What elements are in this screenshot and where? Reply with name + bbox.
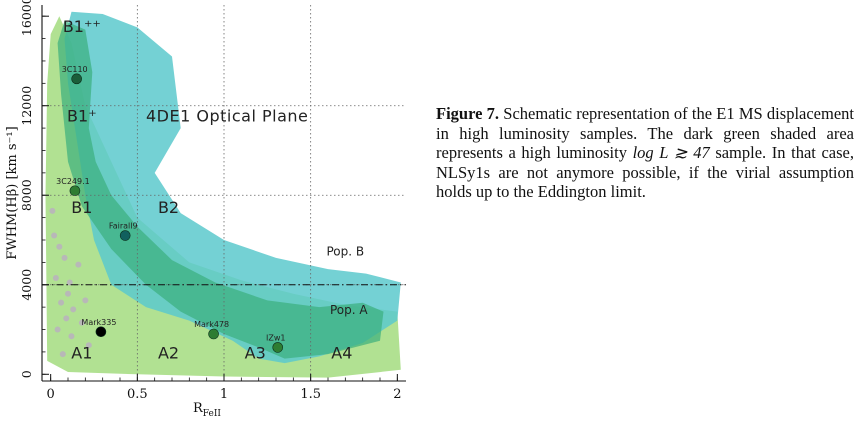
sample-point <box>68 333 75 340</box>
sample-point <box>54 326 61 333</box>
region-label: A1 <box>71 344 92 363</box>
caption-text-before: Schematic representation of the E1 MS di… <box>436 104 854 163</box>
region-label: B1⁺⁺ <box>63 17 101 36</box>
y-tick-label: 4000 <box>19 269 34 301</box>
x-tick-label: 1.5 <box>300 387 321 402</box>
x-tick-label: 0.5 <box>127 387 148 402</box>
plot-title: 4DE1 Optical Plane <box>146 106 308 125</box>
caption-text-after: sample. In that case, NLSy1s are not any… <box>436 143 855 202</box>
y-axis-label: FWHM(Hβ) [km s⁻¹] <box>5 126 20 259</box>
sample-point <box>78 319 85 326</box>
sample-point <box>66 279 73 286</box>
region-label: B1 <box>71 198 92 217</box>
sample-point <box>85 342 92 349</box>
x-tick-label: 1 <box>220 387 228 402</box>
x-axis-label-sub: FeII <box>203 409 222 419</box>
region-label: A4 <box>331 344 352 363</box>
x-axis-label: RFeII <box>193 401 221 419</box>
sample-point <box>58 299 65 306</box>
sample-point <box>59 351 66 358</box>
sample-point <box>61 254 68 261</box>
caption-math: log L ≳ 47 <box>632 143 710 163</box>
region-label: B2 <box>158 198 179 217</box>
object-label: 3C110 <box>62 65 88 74</box>
sample-point <box>51 232 58 239</box>
high-luminosity-area <box>57 20 384 359</box>
x-tick-label: 0 <box>47 387 55 402</box>
object-label: Mark335 <box>81 318 116 327</box>
sample-point <box>70 306 77 313</box>
sample-point <box>65 290 71 297</box>
region-label: Pop. A <box>330 303 368 317</box>
object-marker <box>95 326 107 338</box>
y-tick-label: 8000 <box>19 179 34 211</box>
figure-panel: 0 0.5 1 1.5 2 0 4000 8000 12000 16000 FWHM(Hβ) [km… <box>0 0 410 420</box>
sample-point <box>49 207 56 214</box>
object-marker <box>69 185 81 197</box>
sample-point <box>52 275 59 282</box>
object-marker <box>272 342 284 353</box>
caption-label: Figure 7. <box>436 104 500 123</box>
object-label: Mark478 <box>194 320 229 329</box>
sample-point <box>82 297 89 304</box>
region-label: A2 <box>158 344 179 363</box>
sample-point <box>75 261 82 268</box>
object-label: IZw1 <box>266 333 285 342</box>
region-label: Pop. B <box>327 245 365 259</box>
y-tick-label: 16000 <box>19 0 34 36</box>
object-marker <box>208 328 219 340</box>
figure-caption: Figure 7. Schematic representation of th… <box>436 104 854 202</box>
object-marker <box>71 73 82 85</box>
object-marker <box>119 230 131 241</box>
y-tick-label: 12000 <box>19 86 34 126</box>
region-label: A3 <box>245 344 266 363</box>
sample-point <box>56 243 63 250</box>
object-label: 3C249.1 <box>56 177 90 186</box>
object-label: Fairall9 <box>109 222 138 231</box>
e1-plot: 0 0.5 1 1.5 2 0 4000 8000 12000 16000 FWHM(Hβ) [km… <box>5 0 406 419</box>
region-label: B1⁺ <box>67 106 97 125</box>
y-tick-label: 0 <box>19 370 34 378</box>
sample-point <box>63 315 70 322</box>
x-tick-label: 2 <box>393 387 401 402</box>
